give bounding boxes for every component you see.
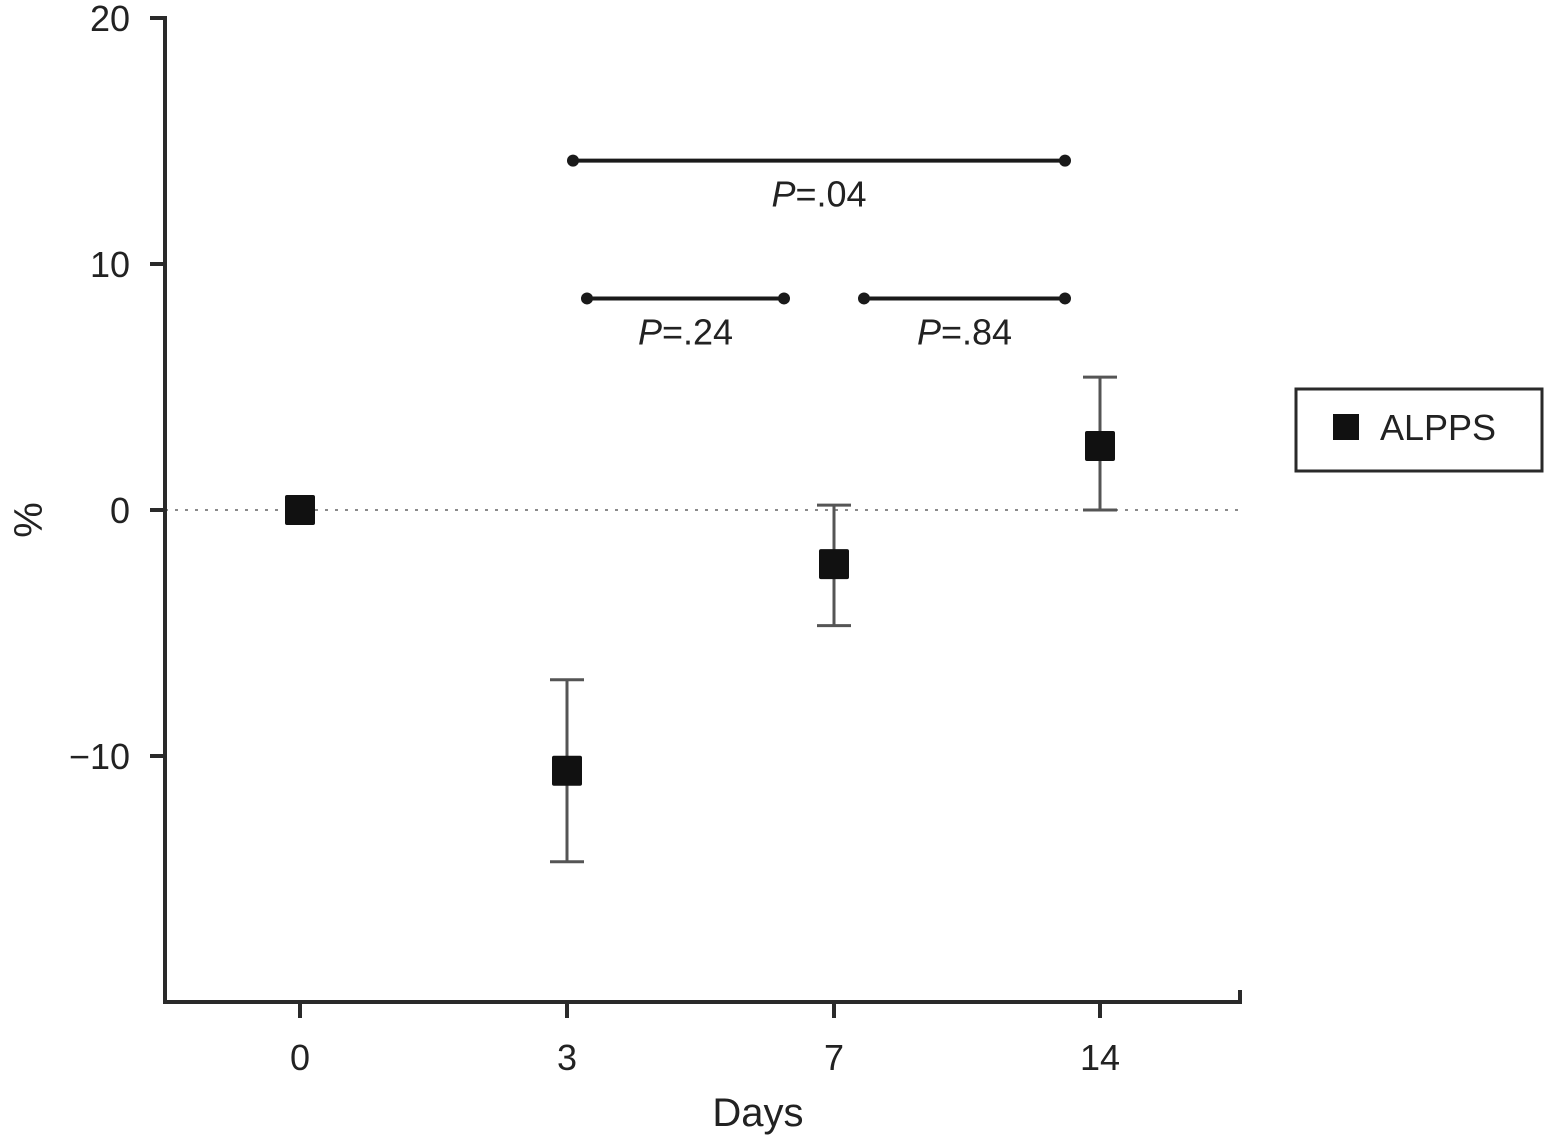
- plot-area: [285, 375, 1117, 864]
- significance-bracket: P=.24: [581, 292, 790, 352]
- data-point: [819, 549, 849, 580]
- y-tick-label: 10: [90, 244, 130, 285]
- data-point: [285, 495, 315, 525]
- x-axis: 0 3 7 14: [290, 1002, 1120, 1078]
- x-tick-label: 0: [290, 1037, 310, 1078]
- y-tick-label: 0: [110, 490, 130, 531]
- p-value-label: P=.84: [917, 311, 1012, 352]
- y-axis: −10 0 10 20: [69, 0, 165, 777]
- legend-marker: [1333, 414, 1359, 440]
- legend-label-alpps: ALPPS: [1380, 407, 1496, 448]
- y-tick-label: −10: [69, 736, 130, 777]
- significance-brackets: P=.04 P=.24 P=.84: [567, 154, 1071, 352]
- x-tick-label: 7: [824, 1037, 844, 1078]
- p-value-label: P=.24: [638, 311, 733, 352]
- p-value-label: P=.04: [771, 174, 866, 215]
- x-tick-label: 14: [1080, 1037, 1120, 1078]
- x-tick-label: 3: [557, 1037, 577, 1078]
- y-tick-label: 20: [90, 0, 130, 39]
- significance-bracket: P=.04: [567, 154, 1071, 215]
- x-axis-title: Days: [712, 1091, 803, 1135]
- significance-bracket: P=.84: [858, 292, 1071, 352]
- legend: ALPPS: [1294, 387, 1544, 473]
- y-axis-title: %: [7, 502, 51, 538]
- data-point: [1085, 431, 1115, 462]
- data-point: [552, 755, 582, 786]
